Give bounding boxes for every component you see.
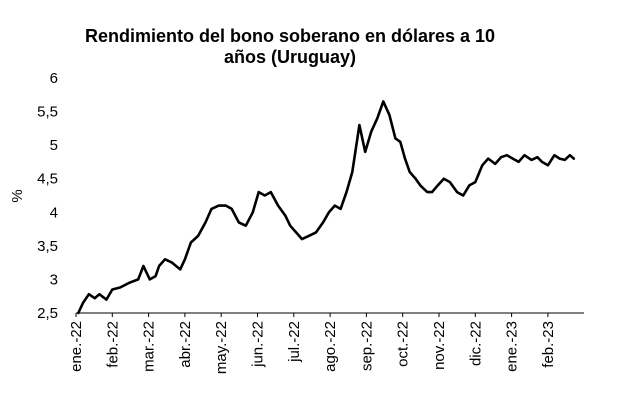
x-tick-label: ene.-23 — [504, 321, 521, 372]
y-tick-label: 4,5 — [37, 171, 58, 188]
x-tick-label: sep.-22 — [358, 321, 375, 371]
y-tick-label: 2,5 — [37, 305, 58, 322]
x-tick-label: jun.-22 — [250, 321, 267, 368]
x-tick-label: mar.-22 — [141, 321, 158, 372]
chart-title-line-1: Rendimiento del bono soberano en dólares… — [84, 26, 496, 46]
chart-title-line-2: años (Uruguay) — [223, 47, 356, 67]
x-axis: ene.-22 feb.-22 mar.-22 abr.-22 may.-22 jun.-… — [68, 312, 584, 374]
x-tick-label: ago.-22 — [322, 321, 339, 372]
x-tick-label: dic.-22 — [467, 321, 484, 366]
y-axis: 6 5,5 5 4,5 4 3,5 3 2,5 — [37, 70, 58, 322]
y-tick-label: 3,5 — [37, 238, 58, 255]
x-tick-label: oct.-22 — [395, 321, 412, 367]
y-tick-label: 5 — [50, 137, 58, 154]
series-group — [77, 100, 576, 315]
x-tick-label: abr.-22 — [177, 321, 194, 368]
x-tick-label: jul.-22 — [286, 321, 303, 363]
x-tick-label: ene.-22 — [68, 321, 85, 372]
x-tick-label: nov.-22 — [431, 321, 448, 370]
x-tick-label: may.-22 — [213, 321, 230, 374]
series-line — [77, 100, 576, 315]
y-tick-label: 5,5 — [37, 104, 58, 121]
chart-title: Rendimiento del bono soberano en dólares… — [40, 26, 540, 68]
y-tick-label: 4 — [50, 204, 58, 221]
y-axis-label: % — [9, 189, 26, 202]
x-tick-label: feb.-23 — [540, 321, 557, 368]
y-tick-label: 6 — [50, 70, 58, 87]
x-tick-label: feb.-22 — [104, 321, 121, 368]
y-tick-label: 3 — [50, 271, 58, 288]
